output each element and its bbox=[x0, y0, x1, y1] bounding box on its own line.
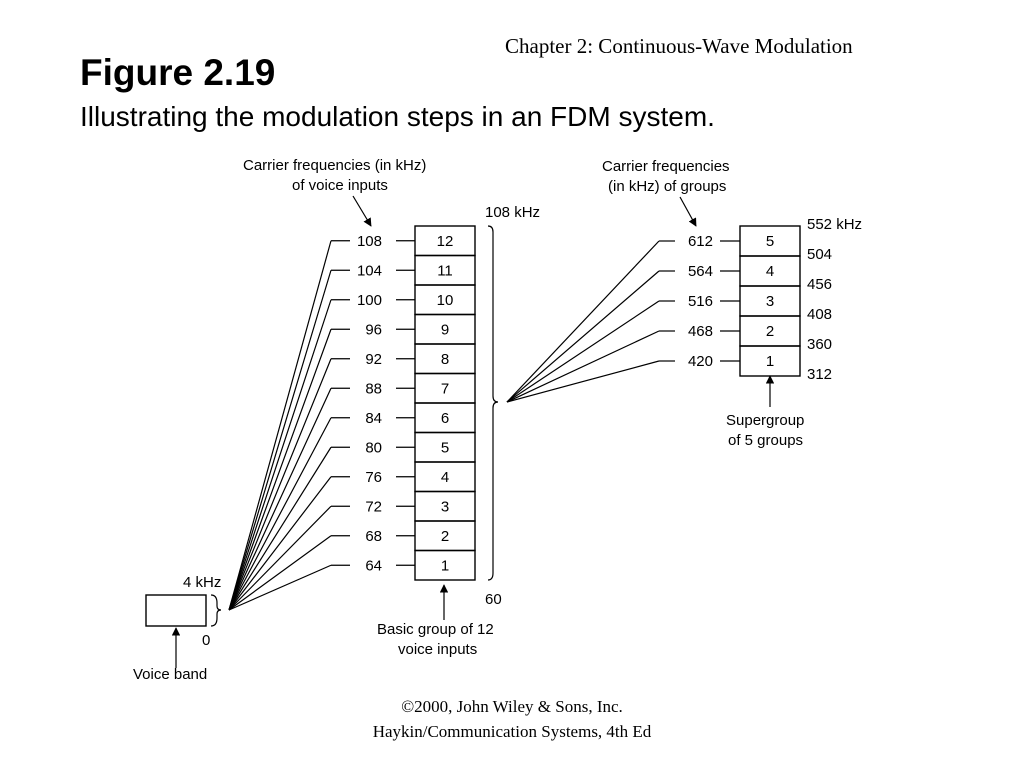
voice-carrier-label: 96 bbox=[365, 321, 382, 338]
group-bottom-frequency: 60 bbox=[485, 591, 502, 608]
group-label: 1 bbox=[766, 353, 774, 370]
voice-band-box bbox=[145, 594, 207, 627]
supergroup-stack: 5 4 3 2 1 bbox=[739, 225, 801, 377]
voice-band-caption: Voice band bbox=[133, 666, 207, 683]
voice-carrier-label: 92 bbox=[365, 351, 382, 368]
voice-channel-label: 4 bbox=[441, 469, 449, 486]
voice-band: 4 kHz 0 Voice band bbox=[133, 574, 221, 683]
voice-carrier-label: 84 bbox=[365, 410, 382, 427]
group-caption-line1: Basic group of 12 bbox=[377, 621, 494, 638]
figure-title: Figure 2.19 bbox=[80, 52, 276, 93]
group-label: 5 bbox=[766, 233, 774, 250]
copyright-line: ©2000, John Wiley & Sons, Inc. bbox=[401, 697, 623, 716]
voice-fan-line bbox=[228, 358, 332, 611]
voice-band-top-label: 4 kHz bbox=[183, 574, 221, 591]
voice-carrier-list: 108 104 100 96 92 88 84 80 76 72 68 64 bbox=[357, 233, 415, 574]
voice-fan-line bbox=[228, 505, 332, 611]
voice-fan-line bbox=[228, 240, 332, 611]
group-fan-line bbox=[506, 240, 660, 403]
group-top-frequency: 108 kHz bbox=[485, 204, 540, 221]
voice-fan-line bbox=[228, 417, 332, 611]
group-fan-line bbox=[506, 330, 660, 403]
group-carrier-label: 516 bbox=[688, 293, 713, 310]
supergroup-edge-frequency: 504 bbox=[807, 246, 832, 263]
group-carrier-label: 420 bbox=[688, 353, 713, 370]
group-carrier-label: 564 bbox=[688, 263, 713, 280]
voice-carrier-label: 64 bbox=[365, 557, 382, 574]
voice-channel-label: 2 bbox=[441, 528, 449, 545]
basic-group-stack: 12 11 10 9 8 7 6 5 4 3 2 1 bbox=[414, 225, 476, 581]
voice-carrier-label: 104 bbox=[357, 262, 382, 279]
voice-carrier-caption-line2: of voice inputs bbox=[292, 177, 388, 194]
group-carrier-caption-line1: Carrier frequencies bbox=[602, 158, 730, 175]
voice-band-bottom-label: 0 bbox=[202, 632, 210, 649]
group-carrier-caption-arrow bbox=[679, 196, 697, 227]
voice-channel-label: 10 bbox=[437, 292, 454, 309]
voice-fan-line bbox=[228, 476, 332, 611]
voice-channel-label: 9 bbox=[441, 321, 449, 338]
group-fan-line bbox=[506, 360, 660, 403]
voice-fan-line bbox=[228, 329, 332, 611]
voice-carrier-label: 80 bbox=[365, 439, 382, 456]
voice-channel-box bbox=[414, 549, 476, 581]
voice-carrier-caption-line1: Carrier frequencies (in kHz) bbox=[243, 157, 426, 174]
voice-channel-label: 1 bbox=[441, 557, 449, 574]
copyright-footer: ©2000, John Wiley & Sons, Inc. Haykin/Co… bbox=[0, 694, 1024, 744]
voice-fan-line bbox=[228, 535, 332, 611]
voice-carrier-label: 88 bbox=[365, 380, 382, 397]
group-carrier-list: 612 564 516 468 420 bbox=[688, 233, 740, 370]
voice-carrier-label: 108 bbox=[357, 233, 382, 250]
supergroup-edge-frequency: 456 bbox=[807, 276, 832, 293]
voice-channel-label: 6 bbox=[441, 410, 449, 427]
voice-carrier-label: 100 bbox=[357, 292, 382, 309]
supergroup-edge-frequency: 408 bbox=[807, 306, 832, 323]
book-line: Haykin/Communication Systems, 4th Ed bbox=[372, 722, 652, 741]
supergroup-caption-line1: Supergroup bbox=[726, 412, 804, 429]
voice-channel-label: 8 bbox=[441, 351, 449, 368]
voice-channel-label: 11 bbox=[437, 262, 453, 279]
supergroup-stage: Carrier frequencies (in kHz) of groups 6… bbox=[506, 158, 862, 449]
group-label: 4 bbox=[766, 263, 774, 280]
voice-band-brace bbox=[210, 594, 222, 627]
voice-fan-lines bbox=[228, 240, 350, 611]
voice-carrier-label: 72 bbox=[365, 498, 382, 515]
voice-fan-line bbox=[228, 387, 332, 611]
voice-fan-line bbox=[228, 299, 332, 611]
figure-subtitle: Illustrating the modulation steps in an … bbox=[80, 101, 715, 132]
voice-fan-line bbox=[228, 270, 332, 611]
group-stage: Carrier frequencies (in kHz) of voice in… bbox=[228, 157, 540, 658]
voice-channel-label: 12 bbox=[437, 233, 454, 250]
supergroup-edge-frequency: 312 bbox=[807, 366, 832, 383]
group-label: 3 bbox=[766, 293, 774, 310]
voice-carrier-caption-arrow bbox=[352, 195, 372, 227]
group-caption-line2: voice inputs bbox=[398, 641, 477, 658]
voice-carrier-label: 76 bbox=[365, 469, 382, 486]
voice-channel-label: 7 bbox=[441, 380, 449, 397]
group-carrier-label: 612 bbox=[688, 233, 713, 250]
group-brace bbox=[487, 225, 499, 581]
supergroup-edge-frequency: 552 kHz bbox=[807, 216, 862, 233]
group-fan-line bbox=[506, 300, 660, 403]
group-label: 2 bbox=[766, 323, 774, 340]
voice-channel-label: 3 bbox=[441, 498, 449, 515]
supergroup-edge-frequency: 360 bbox=[807, 336, 832, 353]
voice-fan-line bbox=[228, 564, 332, 611]
group-carrier-caption-line2: (in kHz) of groups bbox=[608, 178, 726, 195]
voice-fan-line bbox=[228, 446, 332, 611]
voice-carrier-label: 68 bbox=[365, 528, 382, 545]
group-carrier-label: 468 bbox=[688, 323, 713, 340]
voice-channel-label: 5 bbox=[441, 439, 449, 456]
supergroup-edge-frequencies: 552 kHz 504 456 408 360 312 bbox=[807, 216, 862, 383]
supergroup-caption-line2: of 5 groups bbox=[728, 432, 803, 449]
group-fan-lines bbox=[506, 240, 675, 403]
group-fan-line bbox=[506, 270, 660, 403]
chapter-heading: Chapter 2: Continuous-Wave Modulation bbox=[505, 34, 853, 58]
